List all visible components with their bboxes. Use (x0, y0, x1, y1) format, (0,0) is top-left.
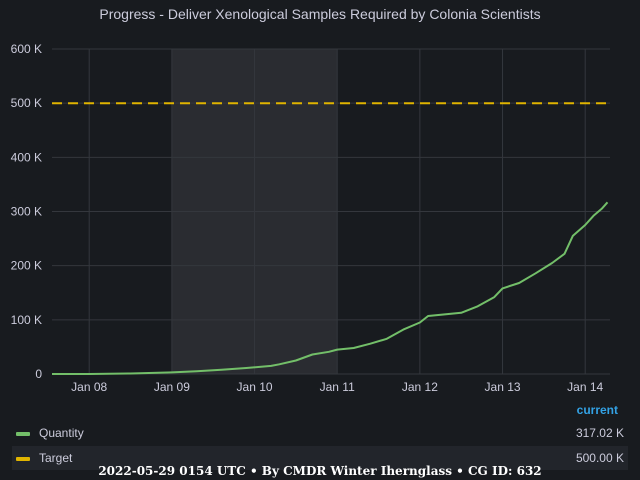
chart-plot: 0 100 K 200 K 300 K 400 K 500 K 600 K Jan 08 Jan… (11, 42, 610, 394)
y-tick-label: 200 K (11, 259, 42, 273)
chart-title: Progress - Deliver Xenological Samples R… (99, 6, 541, 22)
x-tick-label: Jan 13 (485, 380, 521, 394)
y-tick-label: 0 (35, 367, 42, 381)
legend-swatch-quantity (16, 432, 30, 436)
y-tick-label: 600 K (11, 42, 42, 56)
y-tick-label: 300 K (11, 205, 42, 219)
legend-value: 500.00 K (575, 451, 624, 465)
x-tick-label: Jan 09 (154, 380, 190, 394)
legend-value: 317.02 K (575, 426, 624, 440)
x-tick-label: Jan 10 (237, 380, 273, 394)
y-tick-label: 500 K (11, 96, 42, 110)
legend-label: Target (39, 451, 73, 465)
legend-swatch-target (16, 457, 30, 461)
x-tick-label: Jan 08 (71, 380, 107, 394)
legend-row-target[interactable]: Target 500.00 K (12, 446, 628, 470)
x-tick-label: Jan 14 (567, 380, 603, 394)
legend-row-quantity[interactable]: Quantity 317.02 K (12, 421, 628, 445)
footer-credit: 2022-05-29 0154 UTC • By CMDR Winter Ihe… (98, 464, 542, 478)
legend-label: Quantity (39, 426, 84, 440)
series-line-quantity (52, 201, 609, 375)
y-tick-label: 100 K (11, 313, 42, 327)
y-tick-label: 400 K (11, 150, 42, 164)
legend-column-current[interactable]: current (576, 403, 618, 417)
x-tick-label: Jan 11 (320, 380, 355, 394)
x-tick-label: Jan 12 (402, 380, 438, 394)
